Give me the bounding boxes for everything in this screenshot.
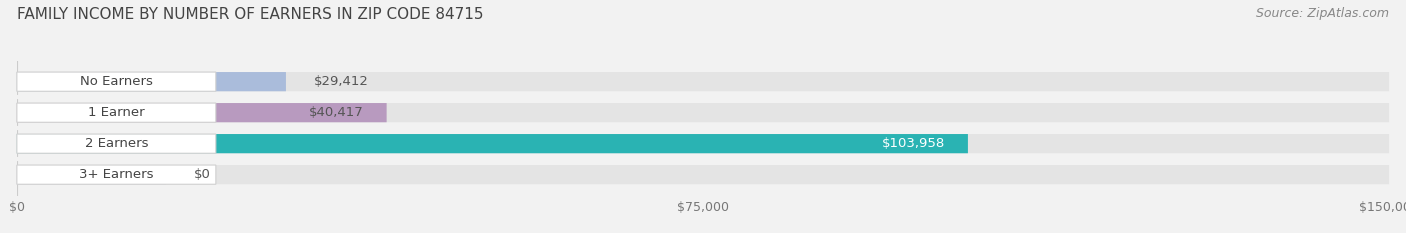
Text: $0: $0 <box>194 168 211 181</box>
FancyBboxPatch shape <box>17 165 217 184</box>
Text: $29,412: $29,412 <box>314 75 368 88</box>
FancyBboxPatch shape <box>17 165 166 184</box>
Text: 1 Earner: 1 Earner <box>89 106 145 119</box>
FancyBboxPatch shape <box>17 103 387 122</box>
FancyBboxPatch shape <box>17 103 217 122</box>
Text: 2 Earners: 2 Earners <box>84 137 148 150</box>
Text: Source: ZipAtlas.com: Source: ZipAtlas.com <box>1256 7 1389 20</box>
FancyBboxPatch shape <box>17 103 1389 122</box>
Text: $40,417: $40,417 <box>309 106 364 119</box>
FancyBboxPatch shape <box>17 72 217 91</box>
FancyBboxPatch shape <box>17 134 1389 153</box>
FancyBboxPatch shape <box>17 72 1389 91</box>
Text: $103,958: $103,958 <box>882 137 945 150</box>
Text: 3+ Earners: 3+ Earners <box>79 168 153 181</box>
FancyBboxPatch shape <box>17 134 217 153</box>
FancyBboxPatch shape <box>17 134 967 153</box>
Text: No Earners: No Earners <box>80 75 153 88</box>
FancyBboxPatch shape <box>17 72 285 91</box>
FancyBboxPatch shape <box>17 165 1389 184</box>
Text: FAMILY INCOME BY NUMBER OF EARNERS IN ZIP CODE 84715: FAMILY INCOME BY NUMBER OF EARNERS IN ZI… <box>17 7 484 22</box>
